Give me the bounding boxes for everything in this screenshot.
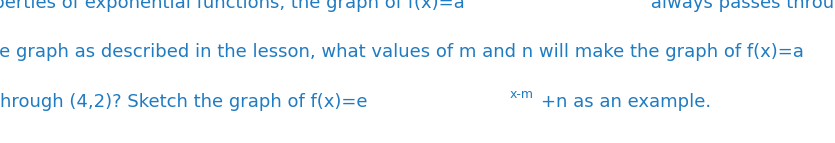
Text: x-m: x-m (510, 88, 534, 101)
Text: From the properties of exponential functions, the graph of f(x)=a: From the properties of exponential funct… (0, 0, 465, 12)
Text: the shift of the graph as described in the lesson, what values of m and n will m: the shift of the graph as described in t… (0, 43, 804, 61)
Text: +n as an example.: +n as an example. (541, 93, 711, 111)
Text: x: x (635, 0, 643, 2)
Text: always pass through (4,2)? Sketch the graph of f(x)=e: always pass through (4,2)? Sketch the gr… (0, 93, 367, 111)
Text: always passes through the point (0,1). Using: always passes through the point (0,1). U… (645, 0, 835, 12)
